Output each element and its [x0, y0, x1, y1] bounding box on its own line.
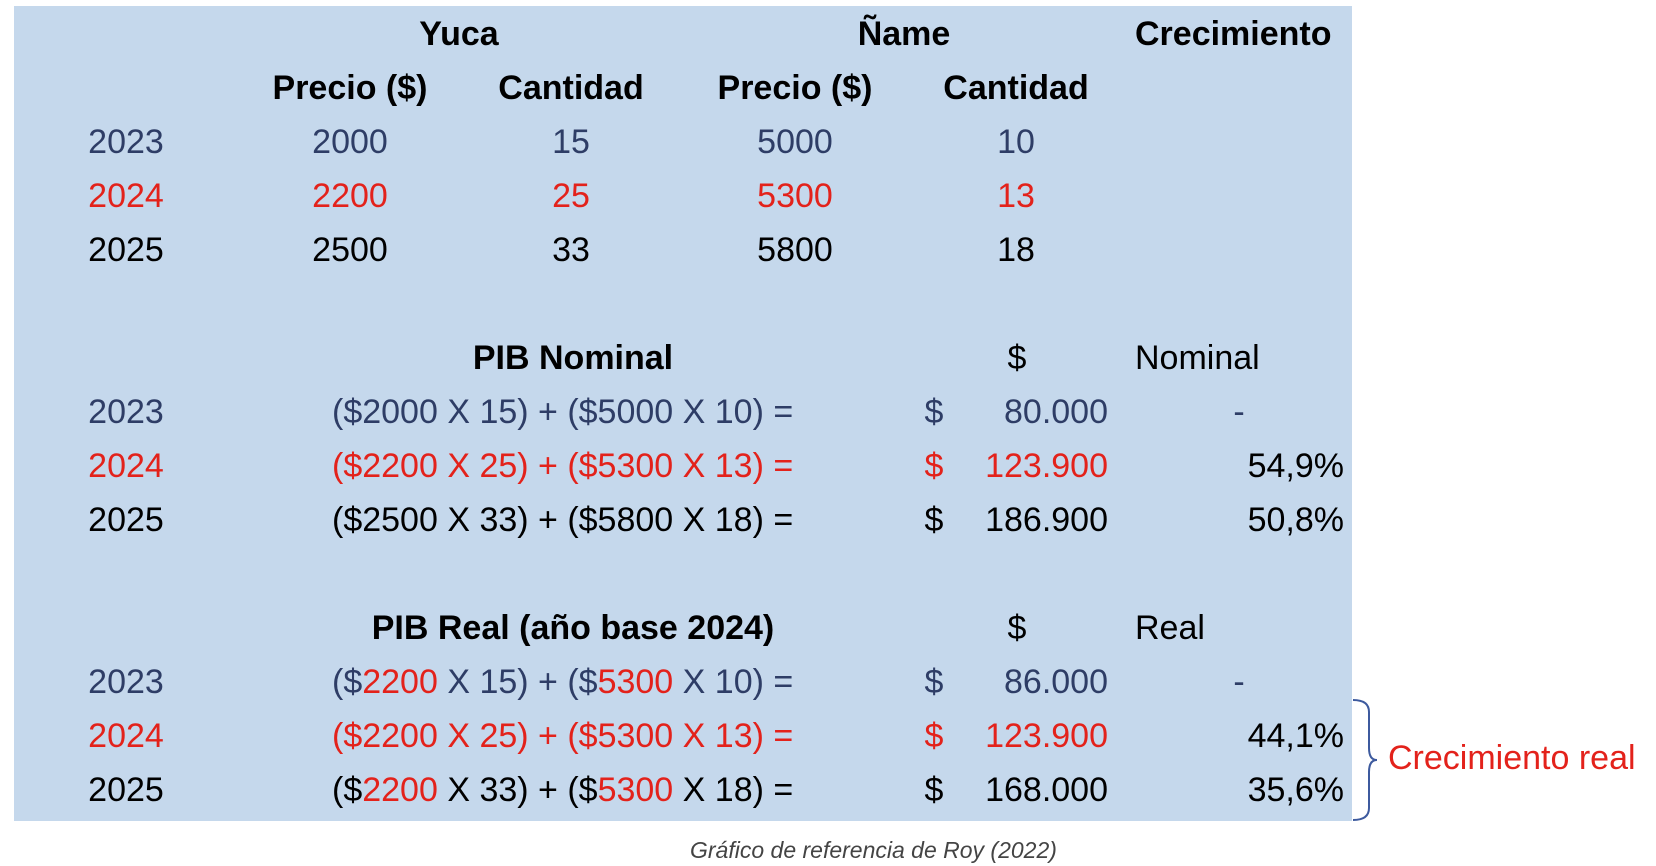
- real-2023-growth: -: [1233, 663, 1245, 701]
- base-price-name: 5300: [597, 771, 674, 809]
- row-2024-yuca-precio: 2200: [312, 177, 388, 215]
- row-2025-name-cantidad: 18: [997, 231, 1035, 269]
- row-2024-yuca-cantidad: 25: [552, 177, 590, 215]
- formula-part: X 13) =: [673, 717, 794, 755]
- real-2025-year: 2025: [88, 771, 164, 809]
- real-growth-header: Real: [1135, 609, 1205, 647]
- row-2024-year: 2024: [88, 177, 164, 215]
- formula-part: ($: [332, 663, 363, 701]
- row-2023-yuca-precio: 2000: [312, 123, 388, 161]
- real-2025-formula: ($2200 X 33) + ($5300 X 18) =: [332, 770, 793, 810]
- row-2023-name-cantidad: 10: [997, 123, 1035, 161]
- real-currency-header: $: [1007, 609, 1027, 647]
- row-2023-yuca-cantidad: 15: [552, 123, 590, 161]
- nominal-2023-value: 80.000: [1004, 393, 1108, 431]
- formula-part: X 18) =: [673, 771, 794, 809]
- nominal-2025-formula: ($2500 X 33) + ($5800 X 18) =: [332, 501, 794, 539]
- real-2025-currency: $: [924, 771, 944, 809]
- nominal-2025-currency: $: [924, 501, 944, 539]
- base-price-name: 5300: [597, 663, 674, 701]
- header-name: Ñame: [857, 15, 951, 53]
- header-yuca: Yuca: [419, 15, 499, 53]
- base-price-yuca: 2200: [362, 663, 438, 701]
- row-2024-name-precio: 5300: [757, 177, 833, 215]
- real-2025-value: 168.000: [985, 771, 1108, 809]
- nominal-title: PIB Nominal: [472, 339, 674, 377]
- nominal-2024-currency: $: [924, 447, 944, 485]
- row-2025-name-precio: 5800: [757, 231, 833, 269]
- real-2025-growth: 35,6%: [1247, 771, 1344, 809]
- nominal-2025-value: 186.900: [985, 501, 1108, 539]
- header-name-precio: Precio ($): [717, 69, 873, 107]
- formula-part: X 33) + ($: [437, 771, 598, 809]
- real-title: PIB Real (año base 2024): [371, 609, 775, 647]
- real-2023-currency: $: [924, 663, 944, 701]
- nominal-2024-value: 123.900: [985, 447, 1108, 485]
- formula-part: X 25) + ($: [437, 717, 598, 755]
- formula-part: X 15) + ($: [437, 663, 598, 701]
- nominal-2023-currency: $: [924, 393, 944, 431]
- source-caption: Gráfico de referencia de Roy (2022): [690, 837, 1057, 863]
- nominal-2024-formula: ($2200 X 25) + ($5300 X 13) =: [332, 447, 794, 485]
- row-2023-name-precio: 5000: [757, 123, 833, 161]
- nominal-2025-year: 2025: [88, 501, 164, 539]
- nominal-currency-header: $: [1007, 339, 1027, 377]
- formula-part: X 10) =: [673, 663, 794, 701]
- real-2024-value: 123.900: [985, 717, 1108, 755]
- nominal-growth-header: Nominal: [1135, 339, 1260, 377]
- nominal-2023-growth: -: [1233, 393, 1245, 431]
- real-2024-year: 2024: [88, 717, 164, 755]
- formula-part: ($: [332, 717, 363, 755]
- real-2023-year: 2023: [88, 663, 164, 701]
- base-price-yuca: 2200: [362, 771, 438, 809]
- row-2025-year: 2025: [88, 231, 164, 269]
- nominal-2023-year: 2023: [88, 393, 164, 431]
- row-2025-yuca-cantidad: 33: [552, 231, 590, 269]
- nominal-2024-growth: 54,9%: [1247, 447, 1344, 485]
- row-2025-yuca-precio: 2500: [312, 231, 388, 269]
- nominal-2025-growth: 50,8%: [1247, 501, 1344, 539]
- row-2024-name-cantidad: 13: [997, 177, 1035, 215]
- table-panel: [14, 6, 1352, 821]
- header-name-cantidad: Cantidad: [943, 69, 1089, 107]
- real-2023-formula: ($2200 X 15) + ($5300 X 10) =: [332, 662, 793, 702]
- real-2024-formula: ($2200 X 25) + ($5300 X 13) =: [332, 716, 793, 756]
- nominal-2023-formula: ($2000 X 15) + ($5000 X 10) =: [332, 393, 794, 431]
- base-price-yuca: 2200: [362, 717, 438, 755]
- header-yuca-cantidad: Cantidad: [498, 69, 644, 107]
- real-2024-growth: 44,1%: [1247, 717, 1344, 755]
- formula-part: ($: [332, 771, 363, 809]
- header-yuca-precio: Precio ($): [272, 69, 428, 107]
- real-2023-value: 86.000: [1004, 663, 1108, 701]
- base-price-name: 5300: [597, 717, 674, 755]
- header-crecimiento: Crecimiento: [1135, 15, 1332, 53]
- real-2024-currency: $: [924, 717, 944, 755]
- row-2023-year: 2023: [88, 123, 164, 161]
- crecimiento-real-annotation: Crecimiento real: [1388, 739, 1636, 777]
- nominal-2024-year: 2024: [88, 447, 164, 485]
